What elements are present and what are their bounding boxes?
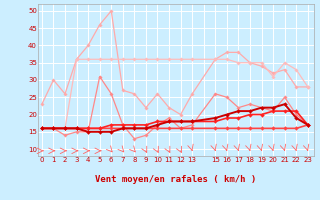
X-axis label: Vent moyen/en rafales ( km/h ): Vent moyen/en rafales ( km/h ) [95,174,257,184]
